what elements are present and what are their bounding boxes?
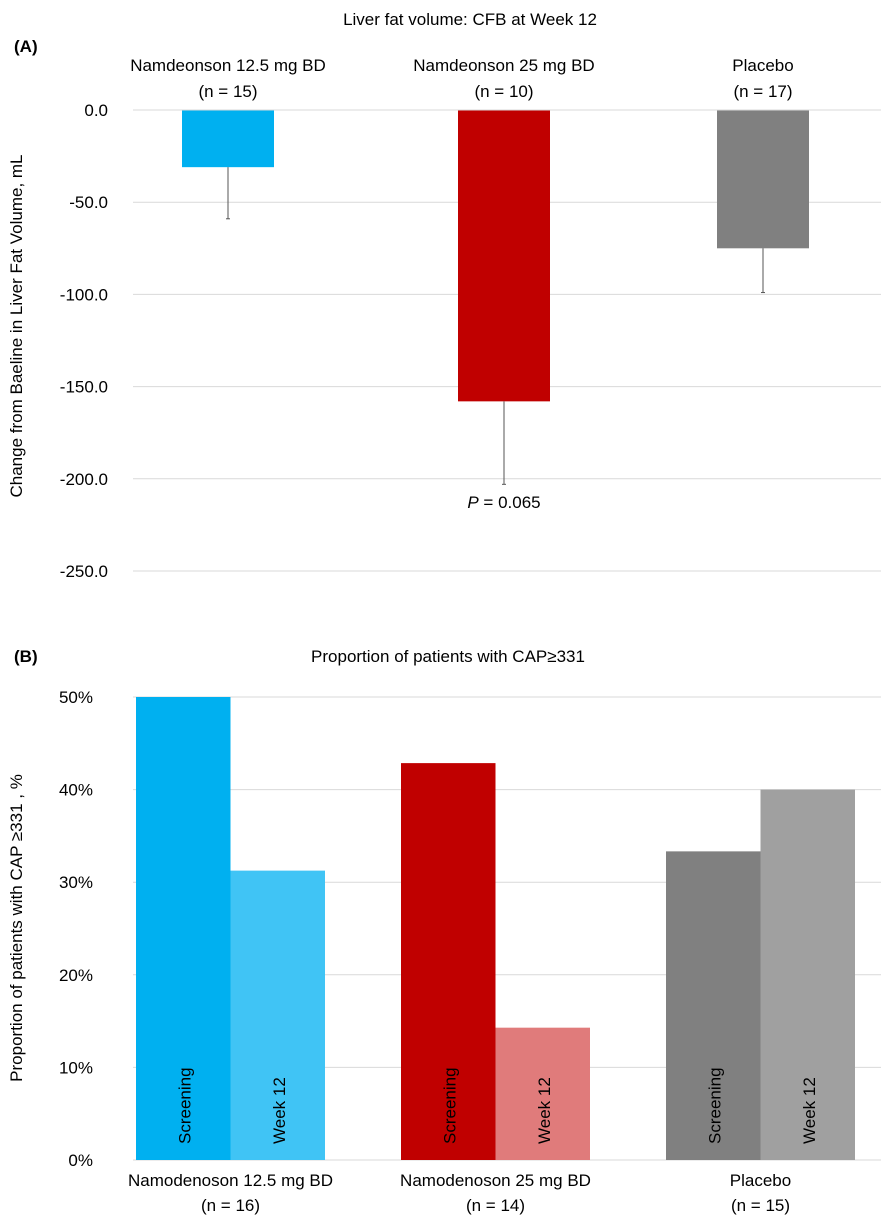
panel-a-category-label: Namdeonson 12.5 mg BD xyxy=(130,56,326,75)
panel-b-y-tick-label: 10% xyxy=(59,1058,93,1077)
panel-b-y-tick-label: 40% xyxy=(59,781,93,800)
panel-b-label: (B) xyxy=(14,647,38,666)
panel-a-category-n: (n = 17) xyxy=(733,82,792,101)
panel-b-bar-label: Week 12 xyxy=(800,1077,819,1144)
panel-b-bar xyxy=(136,697,231,1160)
panel-a-title: Liver fat volume: CFB at Week 12 xyxy=(343,10,597,29)
panel-a-y-tick-label: -100.0 xyxy=(60,285,108,304)
panel-b-y-axis-label: Proportion of patients with CAP ≥331 , % xyxy=(7,774,26,1082)
panel-b-y-tick-label: 30% xyxy=(59,873,93,892)
panel-b-bar xyxy=(666,851,761,1160)
panel-a-y-tick-label: 0.0 xyxy=(84,101,108,120)
panel-a-y-tick-label: -200.0 xyxy=(60,470,108,489)
panel-b-bar xyxy=(495,1027,590,1160)
panel-b-bar xyxy=(401,763,496,1160)
panel-a-y-tick-label: -250.0 xyxy=(60,562,108,581)
panel-b-title: Proportion of patients with CAP≥331 xyxy=(311,647,585,666)
panel-b-bar-label: Week 12 xyxy=(270,1077,289,1144)
panel-a-bar xyxy=(717,110,809,249)
panel-b-group-n: (n = 15) xyxy=(731,1196,790,1215)
panel-a-y-axis-label: Change from Baeline in Liver Fat Volume,… xyxy=(7,154,26,497)
panel-b-bar-label: Week 12 xyxy=(535,1077,554,1144)
panel-b-group-label: Placebo xyxy=(730,1171,791,1190)
panel-a-p-value: P = 0.065 xyxy=(467,493,540,512)
panel-b-group-n: (n = 14) xyxy=(466,1196,525,1215)
panel-a-category-n: (n = 15) xyxy=(198,82,257,101)
panel-b-bar-label: Screening xyxy=(440,1067,459,1144)
panel-a-plot: 0.0 -50.0 -100.0 -150.0 -200.0 -250.0 Namdeons… xyxy=(60,56,881,581)
panel-b-bar xyxy=(230,870,325,1160)
panel-b-bar xyxy=(760,789,855,1160)
panel-b-bar-label: Screening xyxy=(705,1067,724,1144)
panel-a-y-tick-label: -50.0 xyxy=(69,193,108,212)
panel-b-y-tick-label: 0% xyxy=(68,1151,93,1170)
panel-a-category-label: Namdeonson 25 mg BD xyxy=(413,56,594,75)
panel-a-category-n: (n = 10) xyxy=(474,82,533,101)
panel-a-label: (A) xyxy=(14,37,38,56)
panel-b-y-tick-label: 20% xyxy=(59,966,93,985)
panel-b-group-label: Namodenoson 25 mg BD xyxy=(400,1171,591,1190)
panel-b-group-label: Namodenoson 12.5 mg BD xyxy=(128,1171,333,1190)
panel-a-bar xyxy=(458,110,550,402)
panel-b-group-n: (n = 16) xyxy=(201,1196,260,1215)
panel-a-category-label: Placebo xyxy=(732,56,793,75)
panel-a-bar xyxy=(182,110,274,168)
panel-b-plot: 0% 10% 20% 30% 40% 50% Screening Week 12 Namoden… xyxy=(59,688,881,1215)
panel-b-y-tick-label: 50% xyxy=(59,688,93,707)
panel-b-bar-label: Screening xyxy=(175,1067,194,1144)
panel-a-y-tick-label: -150.0 xyxy=(60,378,108,397)
